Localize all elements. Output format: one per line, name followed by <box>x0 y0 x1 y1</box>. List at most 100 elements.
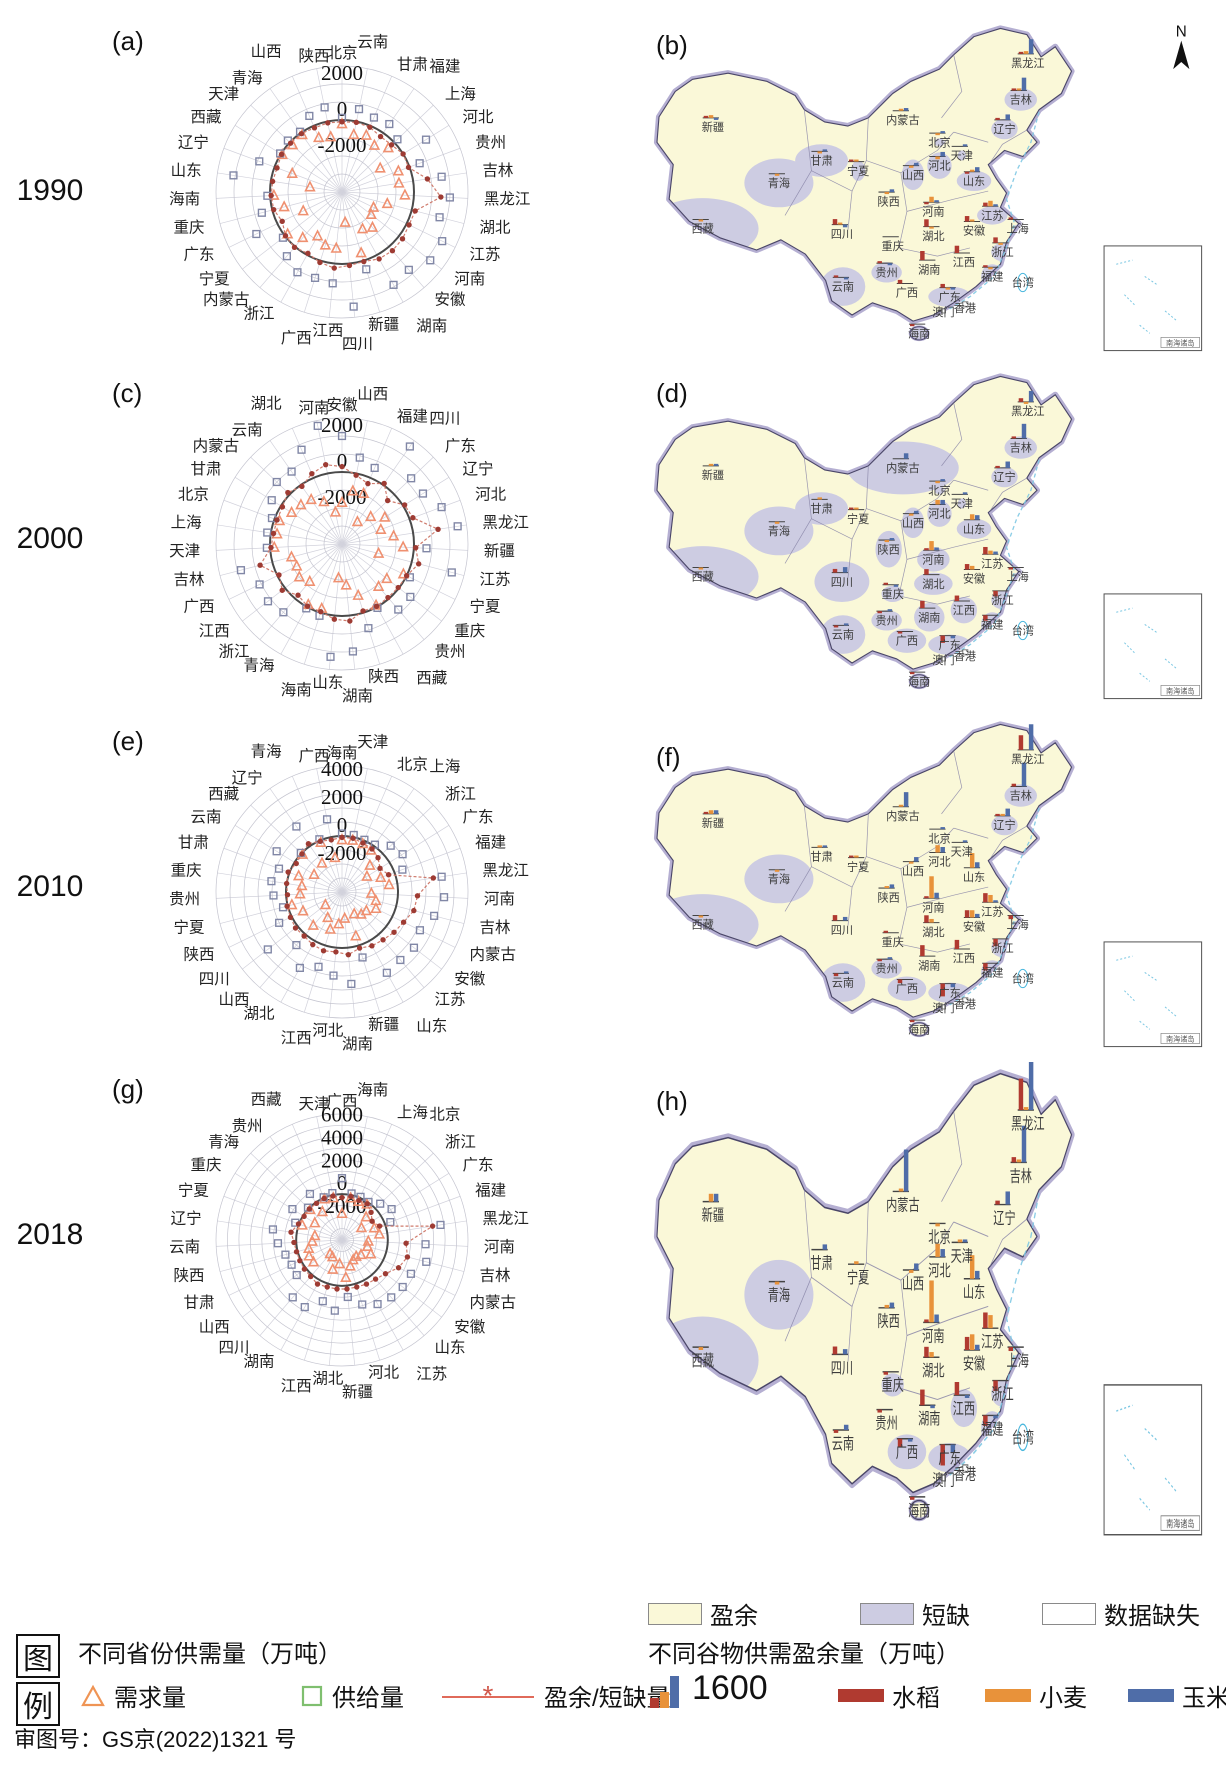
svg-text:湖北: 湖北 <box>922 926 944 939</box>
svg-text:福建: 福建 <box>981 617 1003 631</box>
panel-letter-a: (a) <box>112 26 144 56</box>
svg-text:内蒙古: 内蒙古 <box>886 809 919 823</box>
svg-text:广西: 广西 <box>896 1444 918 1461</box>
svg-text:黑龙江: 黑龙江 <box>1011 1115 1045 1132</box>
svg-text:湖南: 湖南 <box>918 611 940 624</box>
south-sea-inset: 南海诸岛 <box>1103 1384 1203 1536</box>
left-legend-title: 不同省份供需量（万吨） <box>78 1641 342 1668</box>
svg-text:甘肃: 甘肃 <box>178 834 209 852</box>
svg-text:上海: 上海 <box>429 757 460 775</box>
svg-text:北京: 北京 <box>928 1228 950 1245</box>
svg-text:四川: 四川 <box>342 336 373 353</box>
legend-item-balance: * 盈余/短缺量 <box>440 1678 671 1713</box>
macau-region <box>941 1474 946 1482</box>
svg-text:湖北: 湖北 <box>922 578 944 591</box>
svg-text:台湾: 台湾 <box>1012 624 1034 638</box>
svg-text:吉林: 吉林 <box>1010 441 1032 455</box>
svg-text:四川: 四川 <box>831 229 853 241</box>
svg-text:N: N <box>1176 24 1187 41</box>
svg-text:四川: 四川 <box>831 577 853 589</box>
svg-text:湖北: 湖北 <box>244 1005 276 1023</box>
svg-text:南海诸岛: 南海诸岛 <box>1166 687 1194 696</box>
legend-class-surplus: 盈余 <box>648 1596 758 1631</box>
svg-text:广东: 广东 <box>938 639 960 652</box>
svg-text:江西: 江西 <box>199 622 230 640</box>
svg-text:0: 0 <box>337 813 348 837</box>
svg-text:湖北: 湖北 <box>922 230 944 243</box>
crop-bars <box>692 390 1034 675</box>
svg-text:辽宁: 辽宁 <box>171 1209 202 1227</box>
svg-text:河北: 河北 <box>463 108 495 126</box>
svg-text:江苏: 江苏 <box>981 558 1003 571</box>
svg-text:山西: 山西 <box>902 169 924 182</box>
north-arrow: N <box>1173 24 1190 70</box>
svg-text:香港: 香港 <box>954 1466 977 1483</box>
svg-text:辽宁: 辽宁 <box>993 1208 1015 1227</box>
svg-text:陕西: 陕西 <box>183 946 214 964</box>
macau-region <box>941 308 946 314</box>
svg-text:海南: 海南 <box>281 681 312 699</box>
svg-text:吉林: 吉林 <box>479 919 511 937</box>
svg-text:天津: 天津 <box>951 150 973 163</box>
svg-text:江西: 江西 <box>281 1377 312 1395</box>
map-approval-number: 审图号：GS京(2022)1321 号 <box>14 1727 297 1752</box>
svg-text:江西: 江西 <box>312 321 343 339</box>
svg-text:浙江: 浙江 <box>991 246 1013 259</box>
radar-supply-series <box>263 815 449 989</box>
svg-text:湖南: 湖南 <box>244 1353 275 1371</box>
panel-letter-g: (g) <box>112 1074 144 1104</box>
svg-text:广东: 广东 <box>463 1156 494 1174</box>
svg-text:四川: 四川 <box>199 971 230 988</box>
svg-text:陕西: 陕西 <box>877 890 899 904</box>
svg-text:河北: 河北 <box>368 1364 400 1382</box>
svg-text:河南: 河南 <box>454 270 485 288</box>
svg-text:宁夏: 宁夏 <box>847 860 869 874</box>
svg-text:*: * <box>483 1683 494 1709</box>
surplus-label: 盈余 <box>710 1603 758 1630</box>
legend-box: 图 例 <box>16 1634 62 1730</box>
svg-text:吉林: 吉林 <box>174 571 206 589</box>
province-borders <box>784 750 1028 953</box>
svg-text:0: 0 <box>337 1171 348 1195</box>
svg-text:内蒙古: 内蒙古 <box>886 113 919 127</box>
svg-text:新疆: 新疆 <box>702 120 724 134</box>
svg-text:青海: 青海 <box>251 742 282 760</box>
macau-region <box>941 656 946 662</box>
svg-text:湖北: 湖北 <box>251 394 283 412</box>
svg-text:山西: 山西 <box>199 1318 230 1336</box>
svg-text:黑龙江: 黑龙江 <box>482 1209 529 1227</box>
svg-text:重庆: 重庆 <box>882 239 904 253</box>
svg-text:6000: 6000 <box>321 1102 363 1126</box>
svg-text:2000: 2000 <box>321 61 363 85</box>
svg-text:黑龙江: 黑龙江 <box>484 190 531 208</box>
panel-letter-c: (c) <box>112 378 143 408</box>
svg-text:广东: 广东 <box>938 291 960 304</box>
legend-crop-wheat: 小麦 <box>985 1678 1087 1713</box>
svg-text:山东: 山东 <box>963 1284 985 1301</box>
svg-text:天津: 天津 <box>951 498 973 511</box>
svg-text:西藏: 西藏 <box>692 223 714 236</box>
svg-text:安徽: 安徽 <box>434 291 466 309</box>
svg-text:南海诸岛: 南海诸岛 <box>1166 339 1194 348</box>
crop-bars <box>692 724 1034 1023</box>
hongkong-region <box>962 649 969 656</box>
rice-swatch <box>838 1689 884 1702</box>
svg-text:湖南: 湖南 <box>918 959 940 972</box>
svg-text:澳门: 澳门 <box>932 653 954 667</box>
missing-swatch <box>1042 1602 1096 1625</box>
svg-text:甘肃: 甘肃 <box>810 851 832 864</box>
svg-text:吉林: 吉林 <box>1010 789 1032 803</box>
svg-text:4000: 4000 <box>321 757 363 781</box>
svg-text:甘肃: 甘肃 <box>190 460 221 478</box>
svg-text:江苏: 江苏 <box>981 1333 1004 1350</box>
svg-text:河北: 河北 <box>928 1262 951 1279</box>
svg-text:江西: 江西 <box>953 1400 975 1417</box>
svg-text:香港: 香港 <box>954 302 976 315</box>
svg-text:青海: 青海 <box>768 1287 791 1304</box>
svg-text:新疆: 新疆 <box>702 468 724 482</box>
